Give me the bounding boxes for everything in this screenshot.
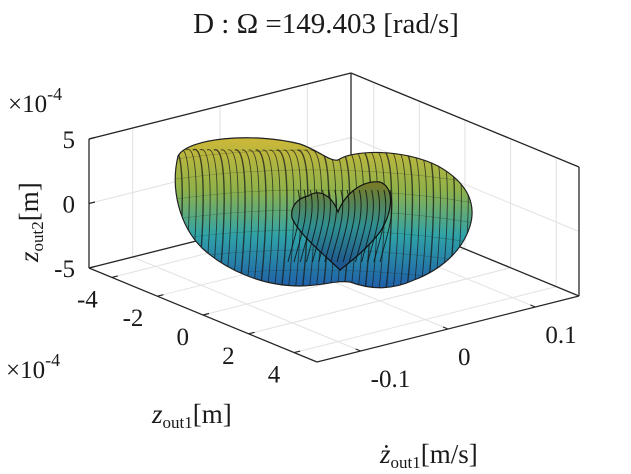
- mesh-line: [269, 149, 281, 288]
- z-tick-mark: [88, 201, 96, 205]
- x-axis-exponent: ×10-4: [6, 350, 60, 384]
- axis-box-edge: [88, 72, 352, 140]
- chart-title: D : Ω =149.403 [rad/s]: [193, 8, 459, 40]
- z-axis-exponent: ×10-4: [8, 84, 62, 118]
- mesh-line: [379, 189, 393, 263]
- mesh-line: [318, 189, 332, 263]
- mesh-line: [299, 189, 313, 263]
- y-tick-mark: [355, 348, 361, 352]
- mesh-line: [471, 148, 473, 288]
- z-tick-mark: [88, 265, 96, 269]
- mesh-line: [175, 169, 473, 185]
- svg-text:×10-4: ×10-4: [8, 84, 62, 118]
- y-tick-label: -0.1: [371, 366, 411, 393]
- mesh-line: [248, 149, 260, 288]
- y-axis-label: żout1[m/s]: [379, 439, 478, 472]
- x-tick-mark: [294, 350, 301, 354]
- svg-text:×10-4: ×10-4: [6, 350, 60, 384]
- mesh-line: [276, 149, 288, 288]
- z-tick-label: 0: [63, 192, 76, 219]
- axis-box-edge: [350, 72, 580, 168]
- mesh-line: [324, 189, 338, 263]
- z-tick-label: -5: [54, 256, 75, 283]
- mesh-line: [262, 149, 274, 288]
- mesh-line: [255, 149, 267, 288]
- surface-plot: [174, 137, 473, 289]
- x-tick-label: 0: [177, 324, 190, 351]
- svg-text:żout1[m/s]: żout1[m/s]: [379, 439, 478, 472]
- mesh-line: [373, 189, 387, 263]
- z-tick-label: 5: [63, 127, 76, 154]
- x-axis-ticks: -4 -2 0 2 4: [77, 275, 301, 389]
- mesh-line: [367, 189, 381, 263]
- y-tick-label: 0: [458, 344, 471, 371]
- x-tick-mark: [111, 275, 118, 278]
- x-tick-label: 2: [222, 343, 235, 370]
- mesh-line: [342, 189, 356, 263]
- x-axis-label: zout1[m]: [151, 399, 232, 432]
- z-axis-ticks: -5 0 5: [54, 127, 96, 283]
- svg-text:zout2[m]: zout2[m]: [14, 182, 47, 263]
- mesh-line: [287, 189, 301, 263]
- mesh-line: [330, 189, 344, 263]
- y-tick-mark: [442, 326, 449, 330]
- y-tick-mark: [530, 304, 536, 308]
- z-tick-mark: [88, 136, 96, 140]
- svg-text:zout1[m]: zout1[m]: [151, 399, 232, 432]
- mesh-line: [175, 189, 473, 205]
- mesh-line: [361, 189, 374, 263]
- x-tick-mark: [157, 294, 164, 297]
- x-tick-label: -4: [77, 286, 98, 313]
- mesh-line: [336, 189, 350, 263]
- grid-line: [132, 256, 361, 352]
- x-tick-mark: [202, 312, 210, 316]
- x-tick-mark: [248, 331, 255, 335]
- z-axis-label: zout2[m]: [14, 182, 47, 263]
- y-tick-label: 0.1: [545, 322, 576, 349]
- mesh-line: [355, 189, 368, 263]
- mesh-line: [293, 189, 307, 263]
- mesh-line: [348, 189, 362, 263]
- mesh-line: [305, 189, 319, 263]
- mesh-line: [312, 189, 325, 263]
- y-axis-ticks: -0.1 0 0.1: [355, 304, 577, 393]
- x-tick-label: -2: [123, 305, 144, 332]
- x-tick-label: 4: [268, 362, 281, 389]
- surface-inner-mesh: [287, 189, 393, 263]
